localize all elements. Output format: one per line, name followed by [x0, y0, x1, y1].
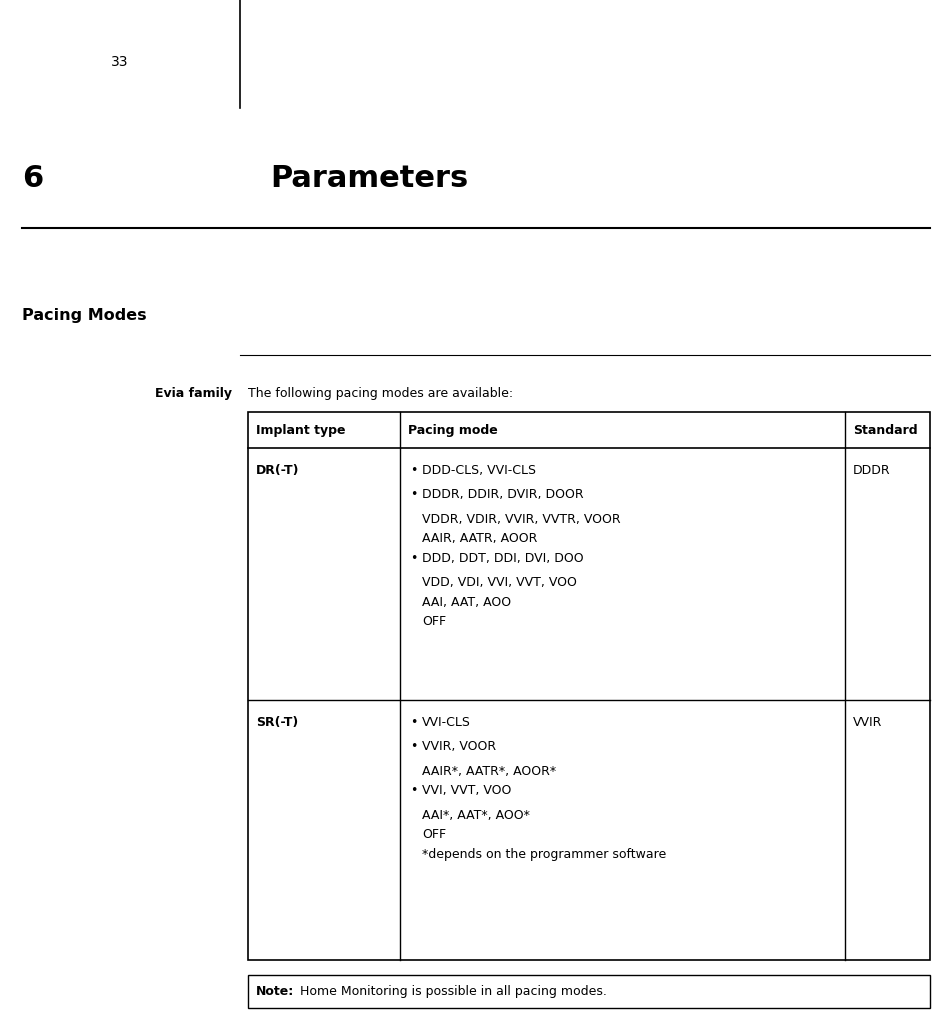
Text: •: • — [410, 716, 418, 729]
Text: VVI, VVT, VOO: VVI, VVT, VOO — [422, 784, 511, 797]
Text: •: • — [410, 784, 418, 797]
Text: Standard: Standard — [853, 423, 918, 437]
Text: AAIR*, AATR*, AOOR*: AAIR*, AATR*, AOOR* — [422, 765, 556, 778]
Text: VVIR, VOOR: VVIR, VOOR — [422, 741, 496, 754]
Text: Note:: Note: — [256, 985, 295, 998]
Text: AAIR, AATR, AOOR: AAIR, AATR, AOOR — [422, 532, 537, 545]
Text: Implant type: Implant type — [256, 423, 346, 437]
Text: Evia family: Evia family — [155, 387, 232, 399]
Text: •: • — [410, 552, 418, 565]
Text: SR(-T): SR(-T) — [256, 716, 298, 729]
Text: DDDR: DDDR — [853, 464, 890, 477]
Text: Home Monitoring is possible in all pacing modes.: Home Monitoring is possible in all pacin… — [296, 985, 607, 998]
Text: 6: 6 — [22, 163, 44, 192]
Text: The following pacing modes are available:: The following pacing modes are available… — [248, 387, 513, 399]
Text: *depends on the programmer software: *depends on the programmer software — [422, 848, 667, 861]
Text: •: • — [410, 488, 418, 501]
Text: OFF: OFF — [422, 615, 446, 628]
Text: Pacing mode: Pacing mode — [408, 423, 498, 437]
Text: DDD, DDT, DDI, DVI, DOO: DDD, DDT, DDI, DVI, DOO — [422, 552, 583, 565]
Text: •: • — [410, 464, 418, 477]
Text: VDDR, VDIR, VVIR, VVTR, VOOR: VDDR, VDIR, VVIR, VVTR, VOOR — [422, 513, 620, 526]
Text: 33: 33 — [111, 55, 129, 69]
Bar — [248, 975, 930, 1008]
Text: Parameters: Parameters — [270, 163, 468, 192]
Text: VVIR: VVIR — [853, 716, 883, 729]
Text: VDD, VDI, VVI, VVT, VOO: VDD, VDI, VVI, VVT, VOO — [422, 576, 577, 590]
Text: Pacing Modes: Pacing Modes — [22, 308, 147, 322]
Text: AAI, AAT, AOO: AAI, AAT, AOO — [422, 596, 511, 609]
Text: DR(-T): DR(-T) — [256, 464, 299, 477]
Bar — [248, 412, 930, 960]
Text: AAI*, AAT*, AOO*: AAI*, AAT*, AOO* — [422, 808, 530, 822]
Text: VVI-CLS: VVI-CLS — [422, 716, 471, 729]
Text: DDD-CLS, VVI-CLS: DDD-CLS, VVI-CLS — [422, 464, 536, 477]
Text: DDDR, DDIR, DVIR, DOOR: DDDR, DDIR, DVIR, DOOR — [422, 488, 583, 501]
Text: OFF: OFF — [422, 828, 446, 841]
Text: •: • — [410, 741, 418, 754]
